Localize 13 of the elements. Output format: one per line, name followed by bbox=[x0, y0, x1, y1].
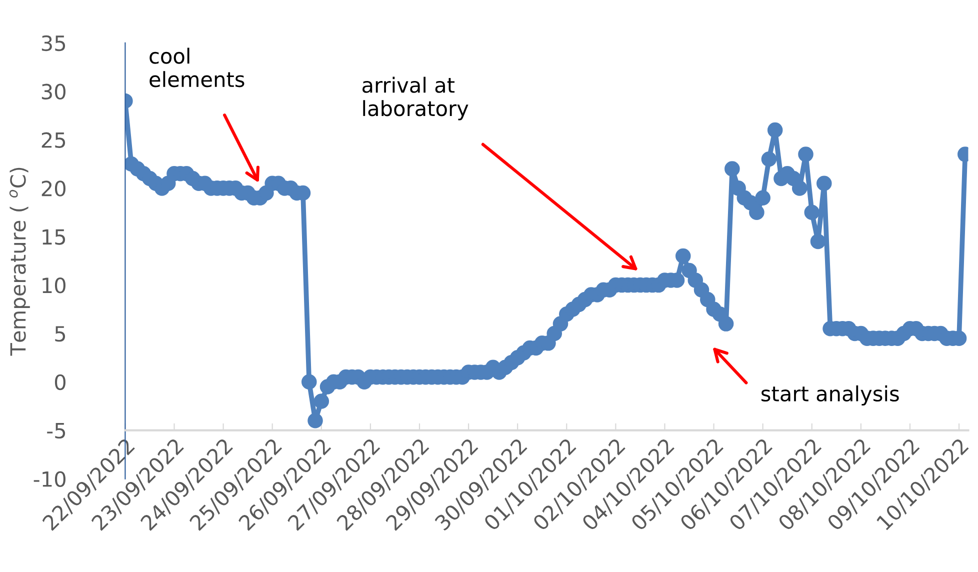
y-axis-title: Temperature ( $^{o}$C) bbox=[9, 168, 30, 356]
y-tick-label: 5 bbox=[55, 326, 66, 342]
annotation: arrival at laboratory bbox=[362, 76, 468, 120]
annotation: start analysis bbox=[762, 385, 899, 406]
y-tick-label: 20 bbox=[42, 180, 66, 196]
y-tick-label: -5 bbox=[47, 423, 66, 439]
y-tick-label: 30 bbox=[42, 84, 66, 100]
y-tick-label: 25 bbox=[42, 132, 66, 148]
y-tick-label: 10 bbox=[42, 278, 66, 294]
y-tick-label: 15 bbox=[42, 229, 66, 245]
annotation: cool elements bbox=[150, 48, 244, 88]
y-tick-label: 35 bbox=[42, 35, 66, 52]
y-tick-label: 0 bbox=[54, 374, 66, 390]
